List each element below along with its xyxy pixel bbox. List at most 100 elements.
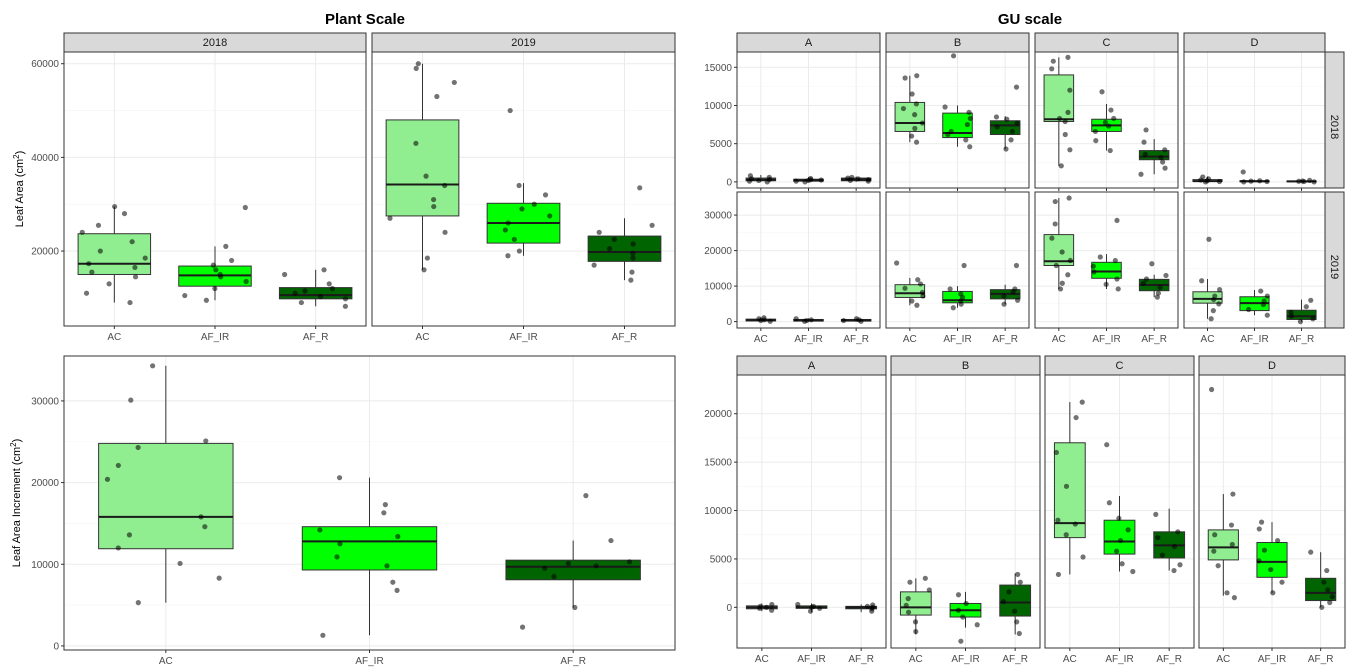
data-point: [629, 269, 635, 275]
data-point: [1270, 590, 1276, 596]
data-point: [1049, 235, 1055, 241]
x-tick-label: AF_IR: [951, 654, 979, 665]
data-point: [909, 91, 915, 97]
data-point: [1288, 309, 1294, 315]
x-tick-label: AC: [1052, 334, 1066, 345]
data-point: [1140, 280, 1147, 286]
data-point: [756, 177, 762, 183]
data-point: [583, 493, 589, 499]
data-point: [1116, 515, 1122, 521]
data-point: [649, 222, 655, 228]
data-point: [853, 316, 860, 322]
box-AF_R: [278, 287, 353, 300]
box-AF_IR: [301, 526, 438, 571]
data-point: [841, 317, 847, 324]
data-point: [1171, 543, 1178, 549]
data-point: [795, 601, 801, 608]
data-point: [767, 318, 773, 324]
data-point: [1014, 619, 1020, 625]
y-tick-label: 0: [726, 317, 732, 328]
data-point: [1216, 301, 1222, 307]
facet-strip: [885, 32, 1030, 53]
data-point: [1319, 604, 1325, 610]
data-point: [1016, 630, 1022, 637]
x-tick-label: AF_IR: [1092, 334, 1120, 345]
y-tick-label: 10000: [704, 282, 732, 293]
facet-strip-label: D: [1268, 360, 1276, 372]
data-point: [282, 271, 288, 278]
data-point: [1055, 517, 1061, 523]
data-point: [213, 267, 219, 273]
data-point: [1063, 532, 1069, 538]
data-point: [342, 303, 348, 309]
data-point: [542, 565, 548, 571]
data-point: [106, 281, 112, 287]
data-point: [1050, 58, 1056, 64]
data-point: [1210, 308, 1216, 314]
y-tick-label: 20000: [704, 246, 732, 257]
data-point: [511, 236, 517, 242]
data-point: [212, 285, 218, 292]
box-AF_IR: [1256, 541, 1288, 578]
data-point: [516, 248, 522, 254]
data-point: [115, 462, 121, 469]
box-AC: [894, 101, 926, 132]
y-tick-label: 15000: [704, 458, 732, 469]
data-point: [1015, 571, 1021, 578]
data-point: [628, 277, 634, 283]
data-point: [1006, 589, 1012, 595]
data-point: [384, 563, 390, 569]
data-point: [381, 510, 387, 516]
data-point: [747, 173, 753, 179]
x-tick-label: AF_R: [612, 332, 638, 343]
data-point: [1080, 554, 1086, 560]
data-point: [912, 619, 919, 625]
data-point: [298, 299, 304, 306]
x-tick-label: AF_R: [1141, 334, 1167, 345]
box-AF_IR: [942, 290, 973, 304]
data-point: [864, 603, 871, 609]
data-point: [950, 305, 956, 311]
y-tick-label: 30000: [31, 396, 59, 407]
x-tick-label: AC: [159, 656, 173, 667]
data-point: [912, 112, 918, 118]
data-point: [909, 298, 915, 304]
x-tick-label: AC: [909, 654, 923, 665]
data-point: [1067, 257, 1073, 264]
data-point: [442, 229, 448, 235]
data-point: [1303, 304, 1309, 310]
data-point: [126, 532, 133, 538]
data-point: [203, 297, 209, 303]
data-point: [1257, 178, 1263, 184]
data-point: [1003, 146, 1009, 152]
data-point: [320, 632, 326, 638]
data-point: [849, 174, 855, 180]
x-tick-label: AF_R: [1289, 334, 1315, 345]
data-point: [942, 104, 948, 110]
facet-strip: [63, 32, 367, 53]
data-point: [1264, 312, 1270, 318]
y-tick-label: 10000: [704, 506, 732, 517]
data-point: [1224, 590, 1230, 596]
data-point: [424, 255, 430, 261]
data-point: [769, 601, 775, 608]
data-point: [182, 292, 188, 299]
data-point: [967, 144, 973, 150]
data-point: [1106, 123, 1112, 129]
data-point: [1009, 128, 1015, 135]
data-point: [915, 277, 921, 283]
data-point: [83, 290, 90, 296]
data-point: [630, 250, 636, 257]
data-point: [1171, 567, 1177, 574]
data-point: [900, 105, 907, 112]
data-point: [1208, 316, 1214, 322]
data-point: [572, 604, 578, 611]
facet-strip-label: C: [1103, 37, 1111, 49]
data-point: [870, 602, 876, 608]
box-AC: [1192, 291, 1223, 304]
data-point: [1001, 293, 1007, 299]
data-point: [121, 210, 128, 217]
data-point: [1143, 276, 1150, 282]
facet-strip: [736, 355, 887, 376]
x-tick-label: AF_R: [848, 654, 874, 665]
